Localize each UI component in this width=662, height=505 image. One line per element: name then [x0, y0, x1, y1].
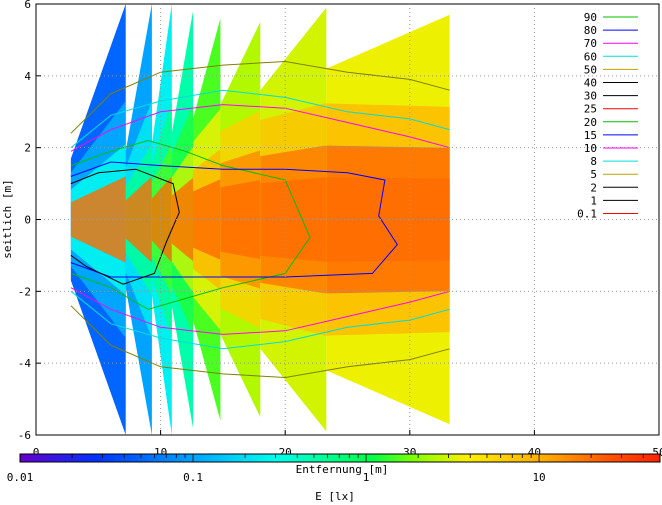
contour-line: [70, 139, 311, 310]
legend-label: 40: [584, 77, 597, 90]
contour-line: [70, 104, 450, 152]
contour-line: [70, 168, 180, 285]
legend-label: 90: [584, 11, 597, 24]
colorbar-label: E [lx]: [315, 490, 355, 503]
legend-label: 70: [584, 37, 597, 50]
y-tick-label: -2: [18, 285, 31, 298]
contour-line: [70, 60, 450, 134]
heatmap-band: [192, 179, 221, 260]
legend-label: 20: [584, 116, 597, 129]
x-axis-label: Entfernung [m]: [296, 463, 389, 476]
y-tick-label: -6: [18, 429, 31, 442]
y-tick-label: 6: [24, 0, 31, 11]
colorbar-tick-label: 0.1: [183, 471, 203, 484]
y-tick-label: 4: [24, 70, 31, 83]
y-tick-label: 2: [24, 142, 31, 155]
contour-line: [70, 287, 450, 335]
y-tick-label: 0: [24, 214, 31, 227]
heatmap-band: [70, 176, 126, 263]
legend-label: 80: [584, 24, 597, 37]
colorbar-gradient: [19, 453, 661, 463]
contour-line: [70, 305, 450, 379]
contour-line: [70, 89, 450, 149]
heatmap-band: [171, 177, 193, 262]
y-axis-label: seitlich [m]: [1, 179, 14, 258]
heatmap-band: [326, 177, 450, 262]
heatmap-band: [125, 176, 152, 263]
x-tick-label: 0: [33, 446, 40, 459]
contour-lines: [70, 60, 450, 379]
legend-label: 1: [590, 194, 597, 207]
colorbar-tick-label: 0.01: [7, 471, 34, 484]
heatmap-band: [260, 177, 327, 262]
legend-label: 2: [590, 181, 597, 194]
x-tick-label: 50: [652, 446, 662, 459]
legend-label: 0.1: [577, 208, 597, 221]
colorbar-tick-label: 10: [532, 471, 545, 484]
legend-label: 8: [590, 155, 597, 168]
colorbar-tick-label: 1: [363, 471, 370, 484]
legend-label: 50: [584, 63, 597, 76]
legend-label: 30: [584, 90, 597, 103]
y-tick-label: -4: [18, 357, 32, 370]
legend-label: 25: [584, 103, 597, 116]
contour-line: [70, 290, 450, 350]
legend-label: 60: [584, 50, 597, 63]
legend-label: 15: [584, 129, 597, 142]
contour-line: [70, 161, 398, 278]
legend-label: 10: [584, 142, 597, 155]
legend-label: 5: [590, 168, 597, 181]
colorbar: 0.01 0.1 1 10: [7, 453, 661, 484]
